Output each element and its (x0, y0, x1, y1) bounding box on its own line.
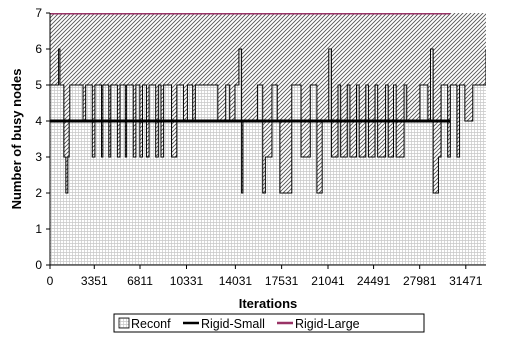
y-axis-title: Number of busy nodes (9, 69, 24, 210)
legend: Reconf Rigid-Small Rigid-Large (113, 313, 425, 333)
y-tick-label: 2 (35, 186, 42, 200)
x-tick-label: 27981 (403, 274, 437, 288)
y-tick-label: 1 (35, 222, 42, 236)
legend-label-rigid-large: Rigid-Large (295, 317, 360, 331)
x-tick-label: 14031 (219, 274, 253, 288)
x-axis-title: Iterations (239, 296, 298, 311)
y-tick-label: 6 (35, 42, 42, 56)
x-tick-label: 6811 (127, 274, 153, 288)
x-tick-label: 17531 (265, 274, 299, 288)
reconf-area (50, 13, 486, 193)
legend-label-rigid-small: Rigid-Small (201, 317, 265, 331)
x-tick-label: 21041 (311, 274, 345, 288)
plot-area (50, 13, 486, 194)
legend-box (113, 313, 425, 333)
y-tick-label: 4 (35, 114, 42, 128)
x-tick-label: 10331 (170, 274, 204, 288)
y-tick-label: 0 (35, 258, 42, 272)
x-tick-label: 0 (47, 274, 54, 288)
x-tick-label: 24491 (357, 274, 391, 288)
legend-swatch-reconf (118, 317, 130, 329)
legend-label-reconf: Reconf (131, 317, 171, 331)
y-tick-label: 5 (35, 78, 42, 92)
y-tick-label: 7 (35, 6, 42, 20)
axes: 0 1 2 3 4 5 6 7 0 3351 6811 10331 14031 17531 21041 244… (35, 6, 486, 288)
x-tick-label: 3351 (81, 274, 108, 288)
y-tick-label: 3 (35, 150, 42, 164)
x-tick-label: 31471 (449, 274, 483, 288)
